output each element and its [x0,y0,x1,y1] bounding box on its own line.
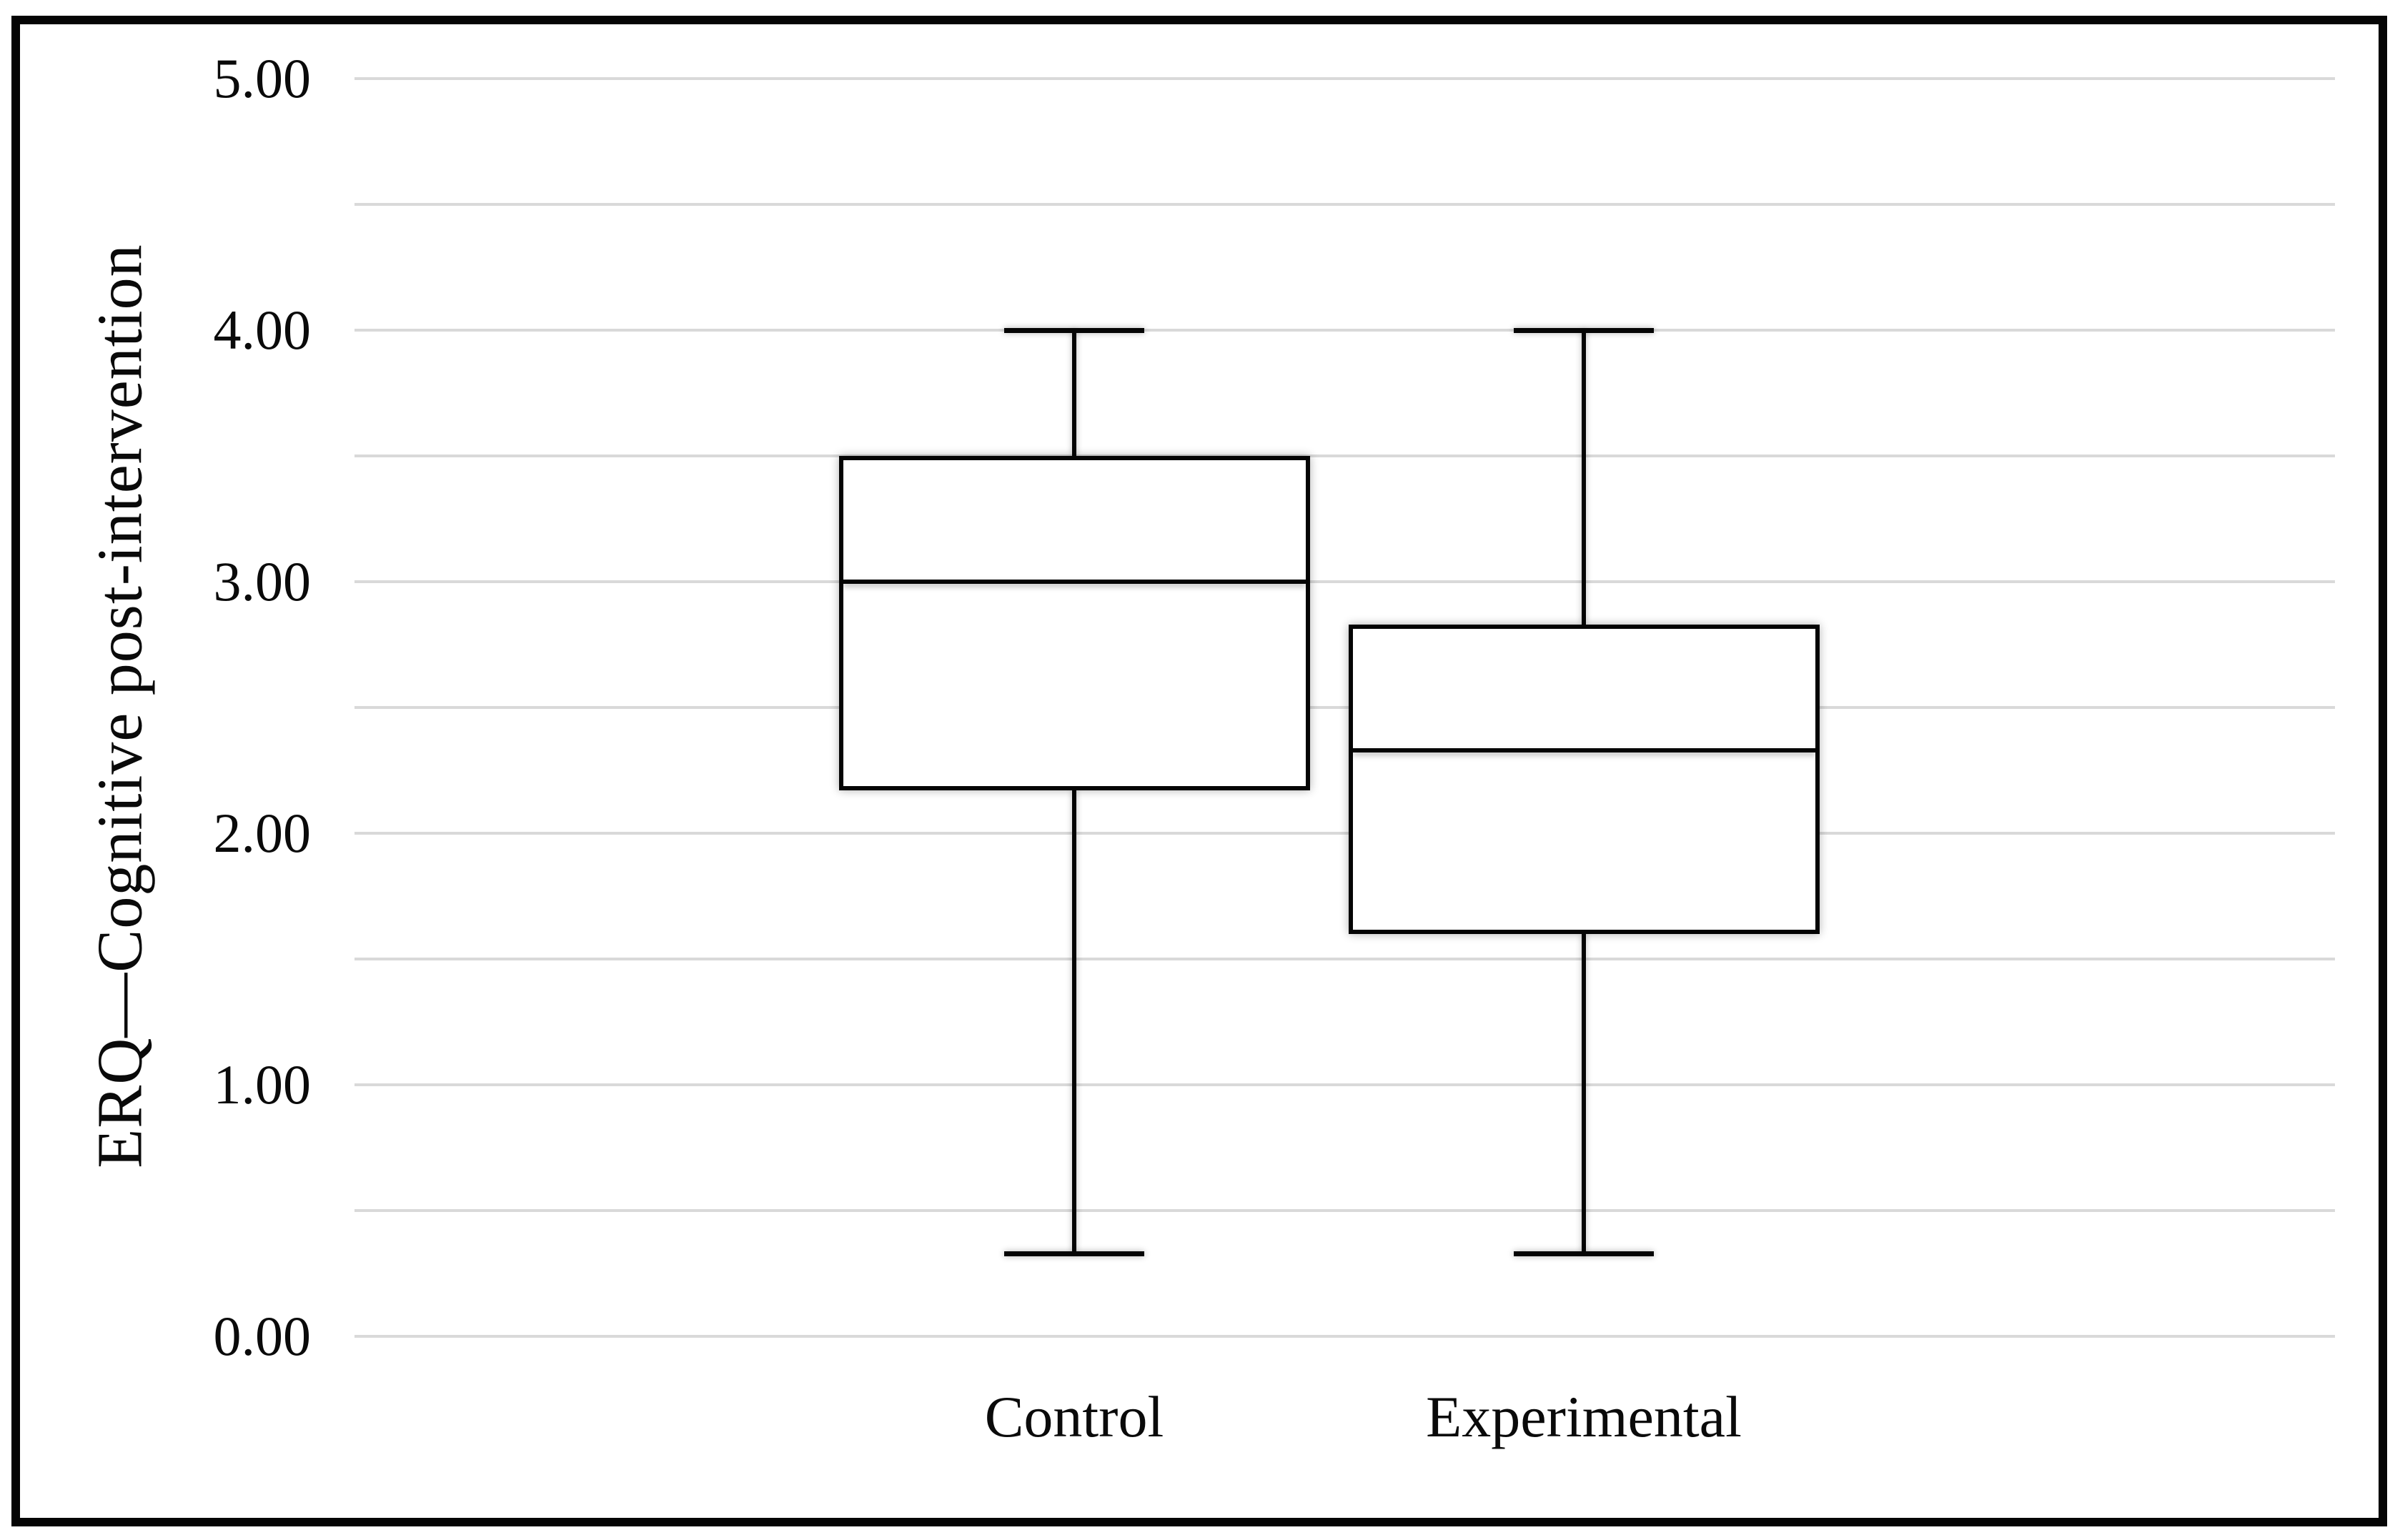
y-tick-label: 1.00 [213,1053,312,1116]
y-axis-title: ERQ—Cognitive post-intervention [84,244,156,1168]
gridline [354,958,2335,960]
gridline [354,1335,2335,1338]
median-line [1352,747,1815,752]
gridline [354,1083,2335,1086]
y-tick-label: 4.00 [213,299,312,361]
y-tick-label: 0.00 [213,1305,312,1367]
gridline [354,706,2335,709]
box [1348,624,1820,934]
whisker-upper [1072,330,1076,456]
whisker-lower [1072,790,1076,1253]
gridline [354,580,2335,583]
whisker-upper [1582,330,1586,625]
x-axis-category-label: Experimental [1426,1384,1742,1449]
gridline [354,1209,2335,1212]
x-axis-category-label: Control [984,1384,1164,1449]
y-tick-label: 3.00 [213,550,312,612]
whisker-cap-lower [1514,1251,1654,1256]
whisker-cap-upper [1514,328,1654,333]
y-tick-label: 2.00 [213,802,312,864]
gridline [354,329,2335,332]
whisker-cap-lower [1004,1251,1144,1256]
gridline [354,454,2335,457]
whisker-lower [1582,933,1586,1253]
gridline [354,203,2335,206]
gridline [354,832,2335,835]
y-tick-label: 5.00 [213,47,312,109]
gridline [354,77,2335,80]
box [838,456,1310,791]
median-line [843,580,1306,584]
whisker-cap-upper [1004,328,1144,333]
